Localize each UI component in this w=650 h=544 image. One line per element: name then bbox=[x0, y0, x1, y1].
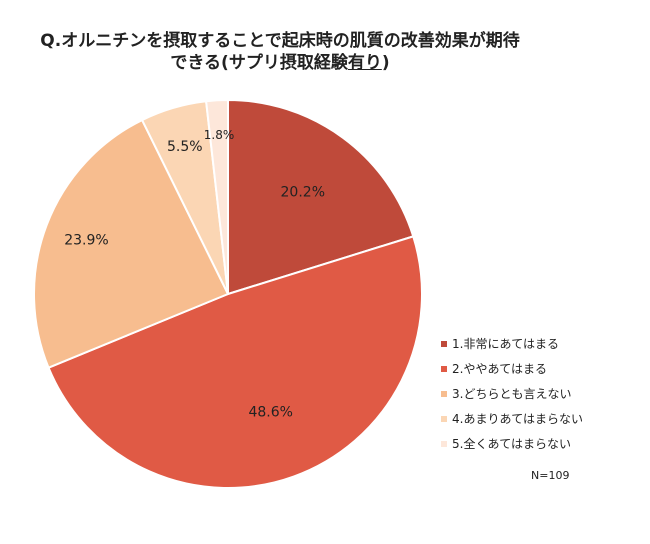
chart-title: Q.オルニチンを摂取することで起床時の肌質の改善効果が期待 できる(サプリ摂取経… bbox=[20, 30, 540, 74]
pie-label-2: 48.6% bbox=[248, 405, 292, 421]
legend-label-1: 1.非常にあてはまる bbox=[452, 337, 559, 351]
pie-slice-1 bbox=[227, 98, 415, 296]
pie-label-4: 5.5% bbox=[167, 139, 203, 155]
chart-legend: 1.非常にあてはまる 2.ややあてはまる 3.どちらとも言えない 4.あまりあてはまら… bbox=[441, 331, 641, 456]
pie-slice-5 bbox=[204, 98, 229, 295]
legend-swatch-3 bbox=[441, 390, 447, 397]
sample-size-note: N=109 bbox=[531, 469, 570, 482]
legend-swatch-2 bbox=[441, 365, 447, 372]
legend-item-1: 1.非常にあてはまる bbox=[441, 331, 641, 356]
legend-swatch-4 bbox=[441, 415, 447, 422]
legend-item-2: 2.ややあてはまる bbox=[441, 356, 641, 381]
legend-label-2: 2.ややあてはまる bbox=[452, 362, 547, 376]
pie-slices bbox=[33, 98, 423, 489]
legend-item-3: 3.どちらとも言えない bbox=[441, 381, 641, 406]
legend-swatch-5 bbox=[441, 440, 447, 447]
chart-title-line-2: できる(サプリ摂取経験有り) bbox=[20, 52, 540, 74]
pie-label-1: 20.2% bbox=[281, 184, 325, 200]
chart-title-line-2-prefix: できる(サプリ摂取経験 bbox=[170, 53, 348, 73]
pie-label-3: 23.9% bbox=[64, 233, 108, 249]
legend-swatch-1 bbox=[441, 340, 447, 347]
pie-slice-3 bbox=[33, 118, 230, 369]
legend-label-4: 4.あまりあてはまらない bbox=[452, 412, 583, 426]
legend-label-3: 3.どちらとも言えない bbox=[452, 387, 572, 401]
pie-data-labels: 20.2% 48.6% 23.9% 5.5%1.8% bbox=[64, 128, 325, 420]
pie-slice-2 bbox=[47, 235, 423, 489]
legend-label-5: 5.全くあてはまらない bbox=[452, 437, 571, 451]
pie-label-5: 1.8% bbox=[204, 128, 235, 142]
legend-item-5: 5.全くあてはまらない bbox=[441, 431, 641, 456]
legend-item-4: 4.あまりあてはまらない bbox=[441, 406, 641, 431]
chart-title-line-2-suffix: ) bbox=[381, 53, 390, 73]
chart-title-line-1: Q.オルニチンを摂取することで起床時の肌質の改善効果が期待 bbox=[40, 31, 520, 51]
chart-title-emphasis: 有り bbox=[347, 53, 382, 73]
